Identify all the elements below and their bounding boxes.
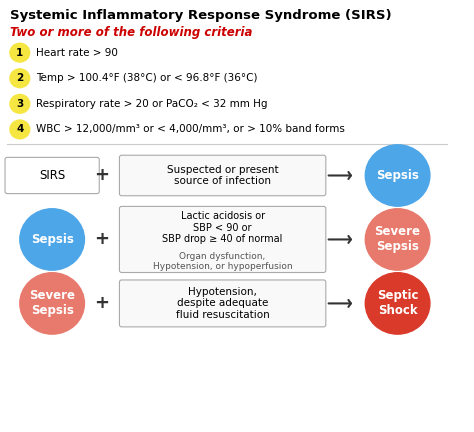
- Text: +: +: [94, 295, 109, 312]
- Circle shape: [10, 95, 30, 113]
- Text: 1: 1: [16, 48, 23, 57]
- Text: WBC > 12,000/mm³ or < 4,000/mm³, or > 10% band forms: WBC > 12,000/mm³ or < 4,000/mm³, or > 10…: [36, 124, 345, 134]
- Text: 2: 2: [16, 73, 23, 83]
- Circle shape: [10, 43, 30, 62]
- Text: Sepsis: Sepsis: [31, 233, 73, 246]
- Text: SIRS: SIRS: [39, 169, 65, 182]
- Text: 4: 4: [16, 124, 24, 134]
- Text: Temp > 100.4°F (38°C) or < 96.8°F (36°C): Temp > 100.4°F (38°C) or < 96.8°F (36°C): [36, 73, 258, 83]
- FancyBboxPatch shape: [119, 155, 326, 196]
- Text: +: +: [94, 230, 109, 248]
- Circle shape: [365, 273, 430, 334]
- Text: Respiratory rate > 20 or PaCO₂ < 32 mm Hg: Respiratory rate > 20 or PaCO₂ < 32 mm H…: [36, 99, 268, 109]
- Text: Severe
Sepsis: Severe Sepsis: [374, 226, 420, 254]
- FancyBboxPatch shape: [119, 280, 326, 327]
- Circle shape: [365, 209, 430, 270]
- Circle shape: [10, 69, 30, 88]
- Text: Heart rate > 90: Heart rate > 90: [36, 48, 118, 57]
- Text: Two or more of the following criteria: Two or more of the following criteria: [9, 26, 252, 39]
- Text: Hypotension,
despite adequate
fluid resuscitation: Hypotension, despite adequate fluid resu…: [176, 287, 270, 320]
- Text: Severe
Sepsis: Severe Sepsis: [29, 289, 75, 318]
- Circle shape: [365, 145, 430, 206]
- Circle shape: [20, 273, 84, 334]
- Circle shape: [10, 120, 30, 139]
- Text: Organ dysfunction,
Hypotension, or hypoperfusion: Organ dysfunction, Hypotension, or hypop…: [153, 252, 292, 271]
- Text: Septic
Shock: Septic Shock: [377, 289, 419, 318]
- Circle shape: [20, 209, 84, 270]
- Text: Suspected or present
source of infection: Suspected or present source of infection: [167, 165, 278, 186]
- Text: Lactic acidosis or
SBP < 90 or
SBP drop ≥ 40 of normal: Lactic acidosis or SBP < 90 or SBP drop …: [163, 211, 283, 244]
- Text: Sepsis: Sepsis: [376, 169, 419, 182]
- Text: 3: 3: [16, 99, 23, 109]
- FancyBboxPatch shape: [119, 206, 326, 273]
- Text: +: +: [94, 166, 109, 184]
- Text: Systemic Inflammatory Response Syndrome (SIRS): Systemic Inflammatory Response Syndrome …: [9, 9, 391, 22]
- FancyBboxPatch shape: [5, 157, 99, 194]
